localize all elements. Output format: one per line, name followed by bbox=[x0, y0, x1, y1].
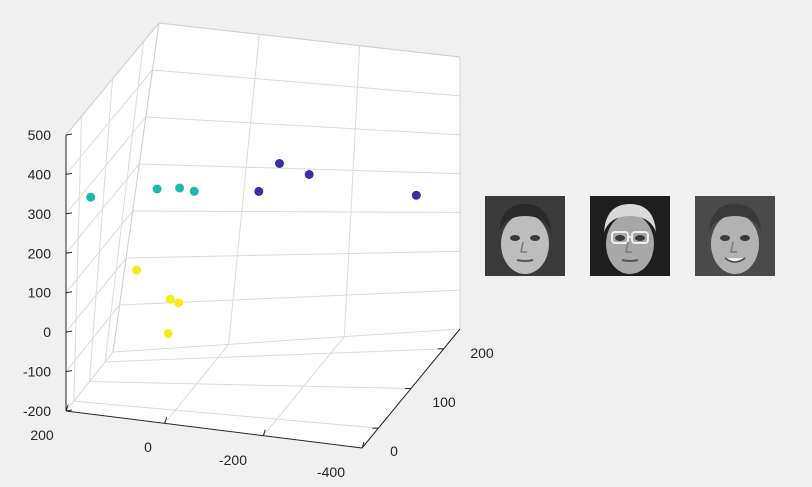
face-image-2 bbox=[590, 196, 670, 276]
back-pane bbox=[113, 23, 460, 352]
scatter-point[interactable] bbox=[86, 192, 96, 202]
y-tick-label: 0 bbox=[390, 443, 398, 459]
y-grid-floor bbox=[73, 400, 379, 429]
z-tick-label: -200 bbox=[23, 403, 51, 419]
scatter-point[interactable] bbox=[165, 294, 175, 304]
face-portrait-young-man bbox=[485, 196, 565, 276]
z-tick bbox=[65, 212, 73, 215]
x-grid-back bbox=[343, 45, 361, 337]
scatter-point[interactable] bbox=[254, 186, 264, 196]
x-tick bbox=[65, 404, 69, 412]
x-tick bbox=[361, 441, 365, 449]
z-tick-label: 400 bbox=[28, 166, 52, 182]
scatter-point[interactable] bbox=[275, 159, 284, 168]
face-image-3 bbox=[695, 196, 775, 276]
floor-pane bbox=[66, 329, 460, 448]
z-tick bbox=[65, 133, 73, 136]
axes-box bbox=[66, 23, 460, 448]
scatter-point[interactable] bbox=[189, 186, 199, 196]
y-grid-floor bbox=[89, 381, 412, 389]
z-grid-back bbox=[139, 163, 461, 175]
z-tick-label: 200 bbox=[28, 245, 52, 261]
z-tick bbox=[65, 330, 73, 333]
box-edge bbox=[158, 22, 461, 58]
scatter-point[interactable] bbox=[175, 183, 185, 193]
z-tick bbox=[65, 251, 73, 254]
y-tick-label: 200 bbox=[470, 345, 494, 361]
x-tick-label: 0 bbox=[144, 439, 152, 455]
x-axis-line bbox=[65, 410, 363, 449]
z-tick bbox=[65, 172, 73, 175]
x-tick bbox=[164, 417, 168, 424]
z-tick-label: 500 bbox=[28, 127, 52, 143]
x-tick-label: -400 bbox=[317, 464, 345, 480]
x-tick-label: 200 bbox=[30, 427, 54, 443]
scatter-point[interactable] bbox=[174, 298, 184, 308]
box-edge bbox=[112, 22, 160, 353]
z-grid-back bbox=[132, 210, 461, 213]
tick-labels: 500 400 300 200 100 0 -100 -200 200 0 -200 -400 0 100… bbox=[23, 127, 494, 480]
z-tick-label: 100 bbox=[28, 285, 52, 301]
face-portrait-man-with-glasses bbox=[590, 196, 670, 276]
z-tick bbox=[65, 291, 73, 294]
z-grid-back bbox=[112, 328, 461, 353]
y-grid-side bbox=[104, 41, 144, 362]
z-tick bbox=[65, 370, 73, 373]
x-grid-back bbox=[228, 34, 260, 345]
scatter-point[interactable] bbox=[304, 170, 314, 179]
side-pane bbox=[66, 23, 159, 411]
z-tick-label: 300 bbox=[28, 206, 52, 222]
data-points[interactable] bbox=[86, 159, 421, 338]
scatter-point[interactable] bbox=[411, 190, 421, 200]
x-tick-label: -200 bbox=[219, 452, 247, 468]
z-tick bbox=[65, 409, 73, 412]
y-grid-side bbox=[73, 116, 82, 402]
y-tick-label: 100 bbox=[432, 394, 456, 410]
z-tick-label: -100 bbox=[23, 364, 51, 380]
axis-lines bbox=[65, 133, 461, 449]
x-tick bbox=[262, 429, 266, 436]
z-tick-label: 0 bbox=[43, 324, 51, 340]
face-image-1 bbox=[485, 196, 565, 276]
z-grid-back bbox=[145, 116, 461, 136]
scatter-point[interactable] bbox=[163, 329, 173, 338]
scatter-point[interactable] bbox=[152, 184, 162, 194]
scatter-point[interactable] bbox=[132, 265, 142, 275]
grid-lines bbox=[65, 22, 461, 449]
y-grid-floor bbox=[105, 348, 444, 363]
z-grid-back bbox=[126, 250, 461, 259]
box-edge bbox=[65, 22, 160, 136]
z-grid-back bbox=[152, 69, 461, 97]
y-grid-side bbox=[89, 78, 113, 382]
face-portrait-smiling-man bbox=[695, 196, 775, 276]
